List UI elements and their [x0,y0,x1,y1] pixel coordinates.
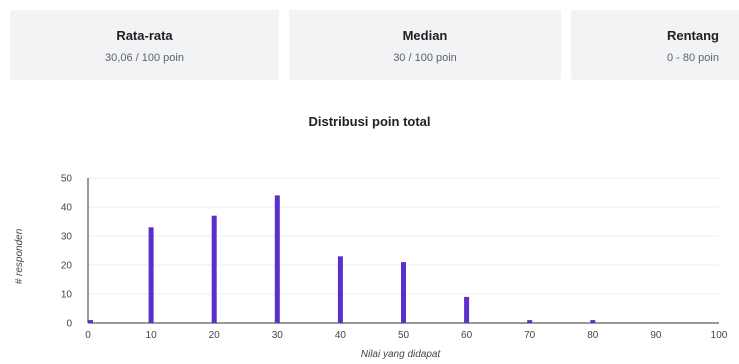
stat-average-label: Rata-rata [116,28,173,43]
bar [88,320,93,323]
bar [148,227,154,323]
y-tick-label: 0 [66,319,72,330]
stat-card-median: Median 30 / 100 poin [289,10,561,80]
chart-title: Distribusi poin total [308,114,431,129]
y-tick-label: 50 [61,174,73,185]
bar [527,320,533,323]
x-tick-label: 0 [85,330,91,341]
bar [464,296,470,323]
bar [590,320,596,323]
y-tick-label: 10 [61,290,73,301]
x-tick-label: 10 [146,330,158,341]
stat-median-label: Median [402,28,448,43]
x-tick-label: 60 [461,330,473,341]
bar [401,262,406,323]
stat-range-label: Rentang [667,28,719,43]
x-axis-title: Nilai yang didapat [361,349,442,360]
x-tick-label: 100 [711,330,728,341]
stat-average-value: 30,06 / 100 poin [105,52,184,64]
tick-labels: 0 10 20 30 40 50 0 10 20 30 40 50 60 70 80 90 100 [61,174,728,342]
bar [211,215,217,323]
x-tick-label: 70 [524,330,536,341]
y-tick-label: 40 [61,203,73,214]
stat-card-range: Rentang 0 - 80 poin [571,10,739,80]
summary-stats: Rata-rata 30,06 / 100 poin Median 30 / 1… [10,10,739,80]
x-tick-label: 40 [335,330,347,341]
stat-median-value: 30 / 100 poin [393,52,457,64]
y-tick-label: 20 [61,261,73,272]
bars [88,195,596,323]
bar [337,256,343,323]
stat-range-value: 0 - 80 poin [667,52,719,64]
y-axis-title: # responden [14,228,25,284]
x-tick-label: 80 [587,330,599,341]
x-tick-label: 50 [398,330,410,341]
y-tick-label: 30 [61,232,73,243]
x-tick-label: 90 [650,330,662,341]
x-tick-label: 30 [272,330,284,341]
stat-card-average: Rata-rata 30,06 / 100 poin [10,10,279,80]
x-tick-label: 20 [209,330,221,341]
bar [274,195,280,323]
